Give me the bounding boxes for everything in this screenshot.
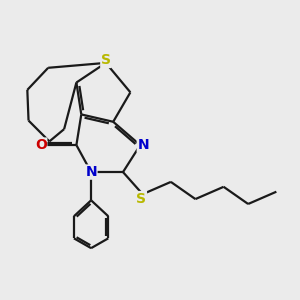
Text: N: N <box>85 165 97 179</box>
Text: N: N <box>137 138 149 152</box>
Text: S: S <box>136 192 146 206</box>
Text: O: O <box>35 138 47 152</box>
Text: S: S <box>101 53 111 68</box>
